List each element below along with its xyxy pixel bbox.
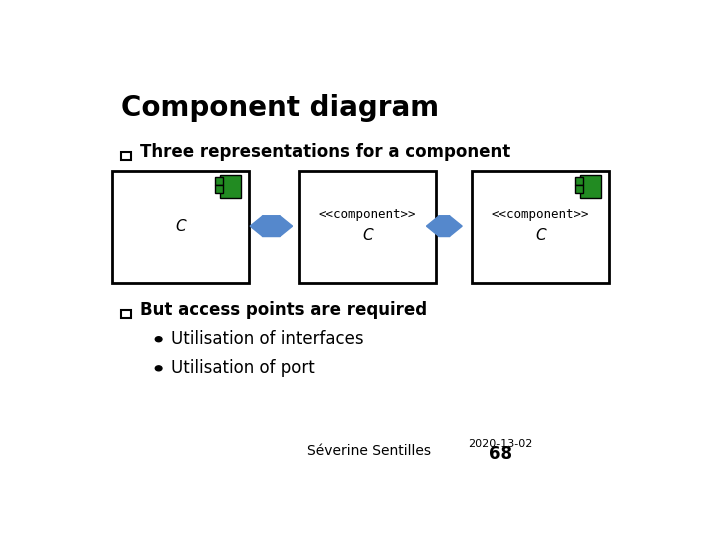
Polygon shape <box>426 216 462 237</box>
Text: Séverine Sentilles: Séverine Sentilles <box>307 444 431 458</box>
Bar <box>220 175 241 198</box>
Bar <box>215 177 223 185</box>
Text: C: C <box>176 219 186 234</box>
Bar <box>472 171 609 283</box>
Text: Utilisation of port: Utilisation of port <box>171 359 315 377</box>
Text: But access points are required: But access points are required <box>140 301 428 319</box>
Circle shape <box>156 337 162 342</box>
Text: Component diagram: Component diagram <box>121 94 438 122</box>
Text: 2020-13-02: 2020-13-02 <box>468 440 532 449</box>
Bar <box>215 185 223 193</box>
Text: 68: 68 <box>489 445 512 463</box>
Bar <box>121 310 131 318</box>
Polygon shape <box>250 216 292 237</box>
Bar <box>575 185 583 193</box>
Bar <box>121 152 131 160</box>
Text: <<component>>: <<component>> <box>492 208 590 221</box>
Text: <<component>>: <<component>> <box>319 208 416 221</box>
Bar <box>575 177 583 185</box>
Bar <box>580 175 601 198</box>
Text: C: C <box>535 228 546 243</box>
Bar <box>112 171 249 283</box>
Text: Three representations for a component: Three representations for a component <box>140 143 510 161</box>
Text: C: C <box>362 228 373 243</box>
Text: Utilisation of interfaces: Utilisation of interfaces <box>171 330 364 348</box>
Circle shape <box>156 366 162 371</box>
Bar <box>300 171 436 283</box>
